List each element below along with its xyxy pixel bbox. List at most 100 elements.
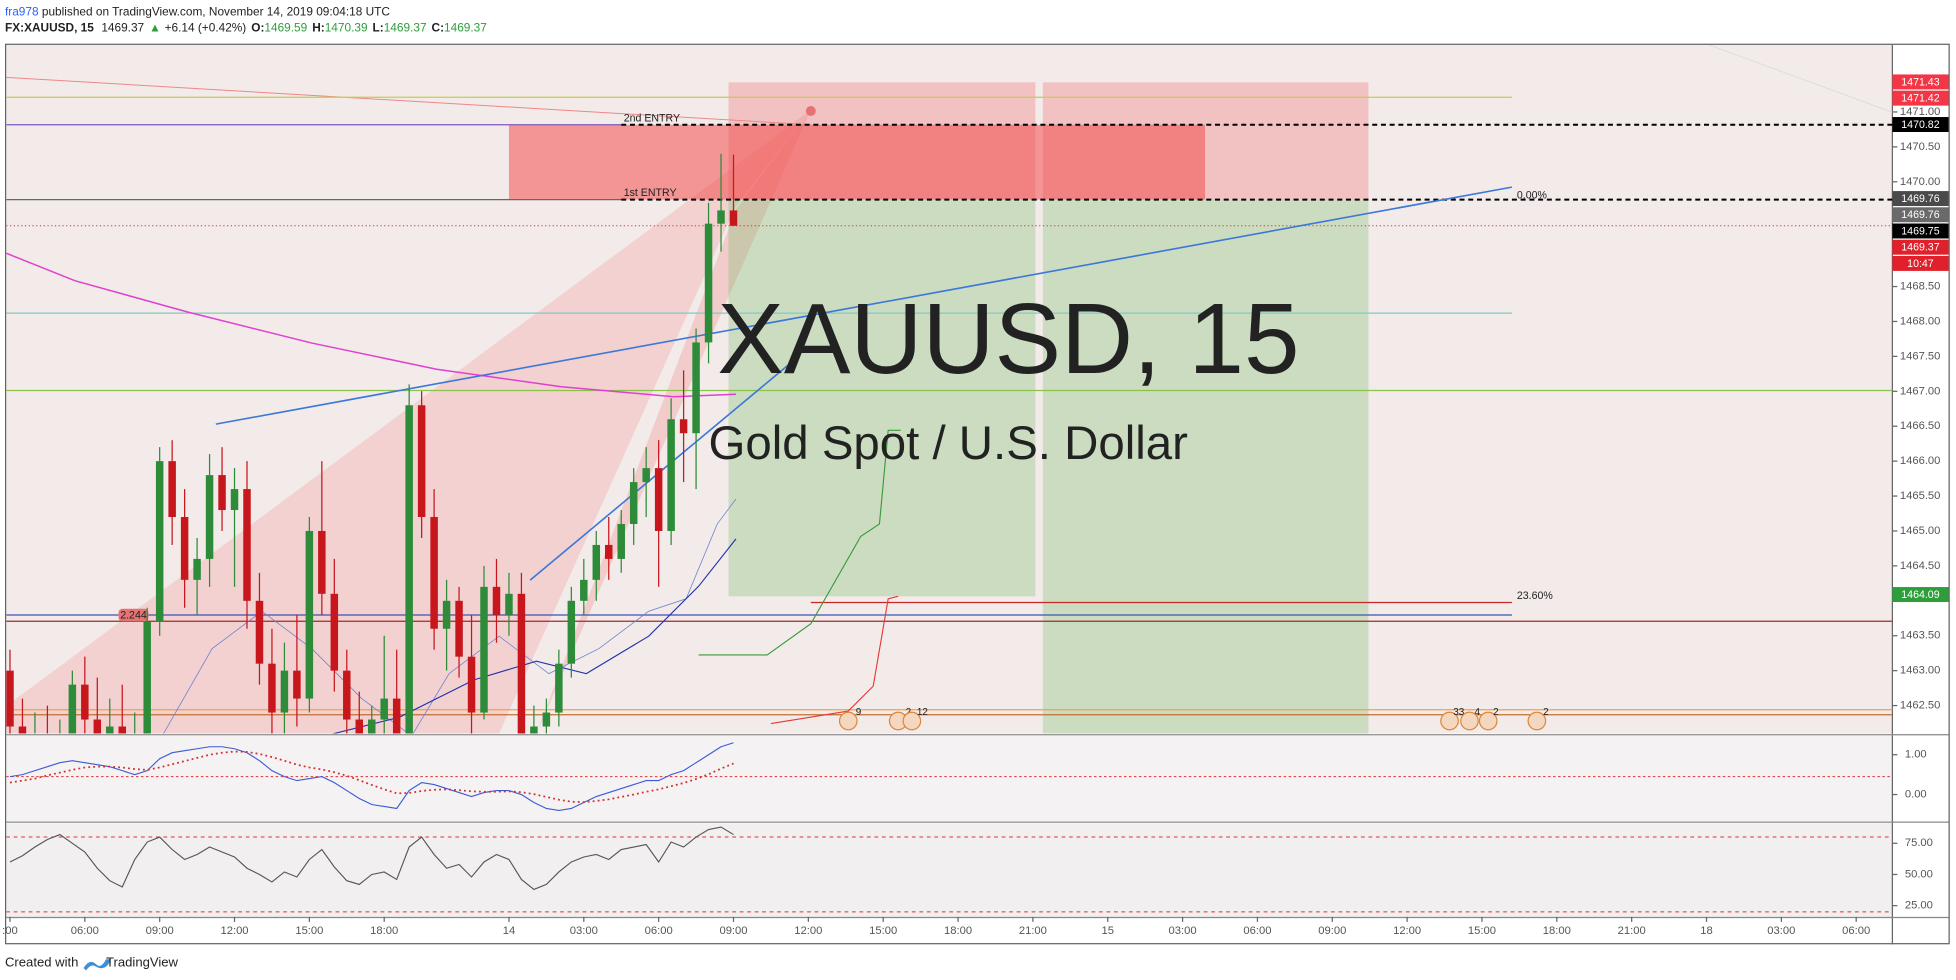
candle-body xyxy=(430,517,438,629)
candles xyxy=(6,153,738,734)
event-count: 2 xyxy=(1493,707,1499,718)
candle-body xyxy=(168,461,176,518)
y-tick-label: 1467.50 xyxy=(1900,350,1941,362)
change: +6.14 (+0.42%) xyxy=(165,21,247,35)
x-tick-label: 15:00 xyxy=(295,925,323,937)
reward-box xyxy=(728,199,1036,597)
macd-pane xyxy=(6,735,1893,821)
candle-body xyxy=(318,530,326,594)
macd-line xyxy=(9,742,734,812)
o-label: O: xyxy=(251,21,264,35)
x-tick-label: 06:00 xyxy=(1842,925,1870,937)
y-tick-label: 1462.50 xyxy=(1900,700,1941,712)
price-tag-label: 10:47 xyxy=(1907,258,1934,270)
event-count: 33 xyxy=(1453,707,1465,718)
macd-line xyxy=(9,750,734,803)
candle-body xyxy=(143,621,151,734)
candle-body xyxy=(642,468,650,483)
h: 1470.39 xyxy=(325,21,368,35)
candle-body xyxy=(629,482,638,524)
y-tick-label: 1463.00 xyxy=(1900,665,1941,677)
x-tick-label: 14 xyxy=(503,925,515,937)
h-label: H: xyxy=(312,21,325,35)
y-tick-label: 25.00 xyxy=(1905,900,1933,912)
candle-body xyxy=(530,726,538,734)
rsi-line xyxy=(9,826,734,891)
x-tick-label: 18:00 xyxy=(370,925,398,937)
x-tick-label: 12:00 xyxy=(1393,925,1421,937)
candle-body xyxy=(617,523,625,559)
last: 1469.37 xyxy=(101,21,144,35)
annotation: 23.60% xyxy=(1517,590,1554,602)
footer-text: Created with xyxy=(5,954,78,969)
price-tag xyxy=(1892,207,1949,223)
candle-body xyxy=(729,210,738,226)
trend-line xyxy=(1708,44,1893,113)
x-tick-label: 09:00 xyxy=(719,925,747,937)
frame xyxy=(4,43,1950,945)
candle-body xyxy=(704,223,713,343)
candle-body xyxy=(31,733,39,734)
x-tick-label: :00 xyxy=(2,925,18,937)
candle-body xyxy=(542,712,551,727)
moving-average xyxy=(6,252,737,398)
tag-bg xyxy=(118,608,149,622)
candle-body xyxy=(417,405,426,518)
candle-body xyxy=(455,600,463,657)
y-tick-label: 1468.50 xyxy=(1900,281,1941,293)
event-icon[interactable] xyxy=(902,711,922,731)
price-tag-label: 1470.82 xyxy=(1901,119,1939,131)
x-tick-label: 03:00 xyxy=(1767,925,1795,937)
trend-line xyxy=(215,186,1513,425)
candle-body xyxy=(442,600,451,629)
event-icon[interactable] xyxy=(838,711,858,731)
x-tick-label: 09:00 xyxy=(1318,925,1346,937)
candle-body xyxy=(68,684,77,734)
x-tick-label: 15 xyxy=(1101,925,1113,937)
event-icon[interactable] xyxy=(1478,711,1498,731)
watermark-subtitle: Gold Spot / U.S. Dollar xyxy=(709,417,1188,470)
event-icon[interactable] xyxy=(1460,711,1479,731)
event-count: 2 xyxy=(1543,707,1549,718)
candle-body xyxy=(43,733,52,734)
event-icon[interactable] xyxy=(1527,711,1547,731)
candle-body xyxy=(193,558,201,580)
candle-body xyxy=(467,656,476,713)
price-tag-label: 1469.76 xyxy=(1901,193,1939,205)
y-tick-label: 1465.50 xyxy=(1900,490,1941,502)
x-tick-label: 12:00 xyxy=(794,925,822,937)
watermark-title: XAUUSD, 15 xyxy=(717,284,1299,395)
candle-body xyxy=(6,670,14,727)
c-label: C: xyxy=(432,21,444,35)
o: 1469.59 xyxy=(264,21,307,35)
candle-body xyxy=(392,698,401,734)
candle-body xyxy=(18,726,27,734)
price-tag xyxy=(1892,587,1949,603)
event-icon[interactable] xyxy=(1440,711,1459,731)
candle-body xyxy=(667,419,675,531)
annotation: 2.244 xyxy=(120,609,147,621)
x-tick-label: 06:00 xyxy=(71,925,99,937)
y-tick-label: 1463.50 xyxy=(1900,630,1941,642)
footer-brand[interactable]: TradingView xyxy=(106,954,179,969)
candle-body xyxy=(93,719,102,734)
y-tick-label: 1466.50 xyxy=(1900,420,1941,432)
x-tick-label: 03:00 xyxy=(1169,925,1197,937)
y-tick-label: 1467.00 xyxy=(1900,385,1941,397)
event-count: 12 xyxy=(917,707,929,718)
indicator-line xyxy=(770,595,899,725)
candle-body xyxy=(106,726,114,734)
y-tick-label: 1470.00 xyxy=(1900,176,1941,188)
candle-body xyxy=(405,405,413,734)
candle-body xyxy=(305,530,314,699)
x-tick-label: 15:00 xyxy=(1468,925,1496,937)
y-tick-label: 1464.50 xyxy=(1900,560,1941,572)
candle-body xyxy=(280,670,289,713)
candle-body xyxy=(480,586,488,713)
alert-badge xyxy=(805,106,816,117)
x-tick-label: 06:00 xyxy=(645,925,673,937)
candle-body xyxy=(592,544,601,580)
candle-body xyxy=(517,593,526,734)
l: 1469.37 xyxy=(384,21,427,35)
candle-body xyxy=(654,468,663,531)
